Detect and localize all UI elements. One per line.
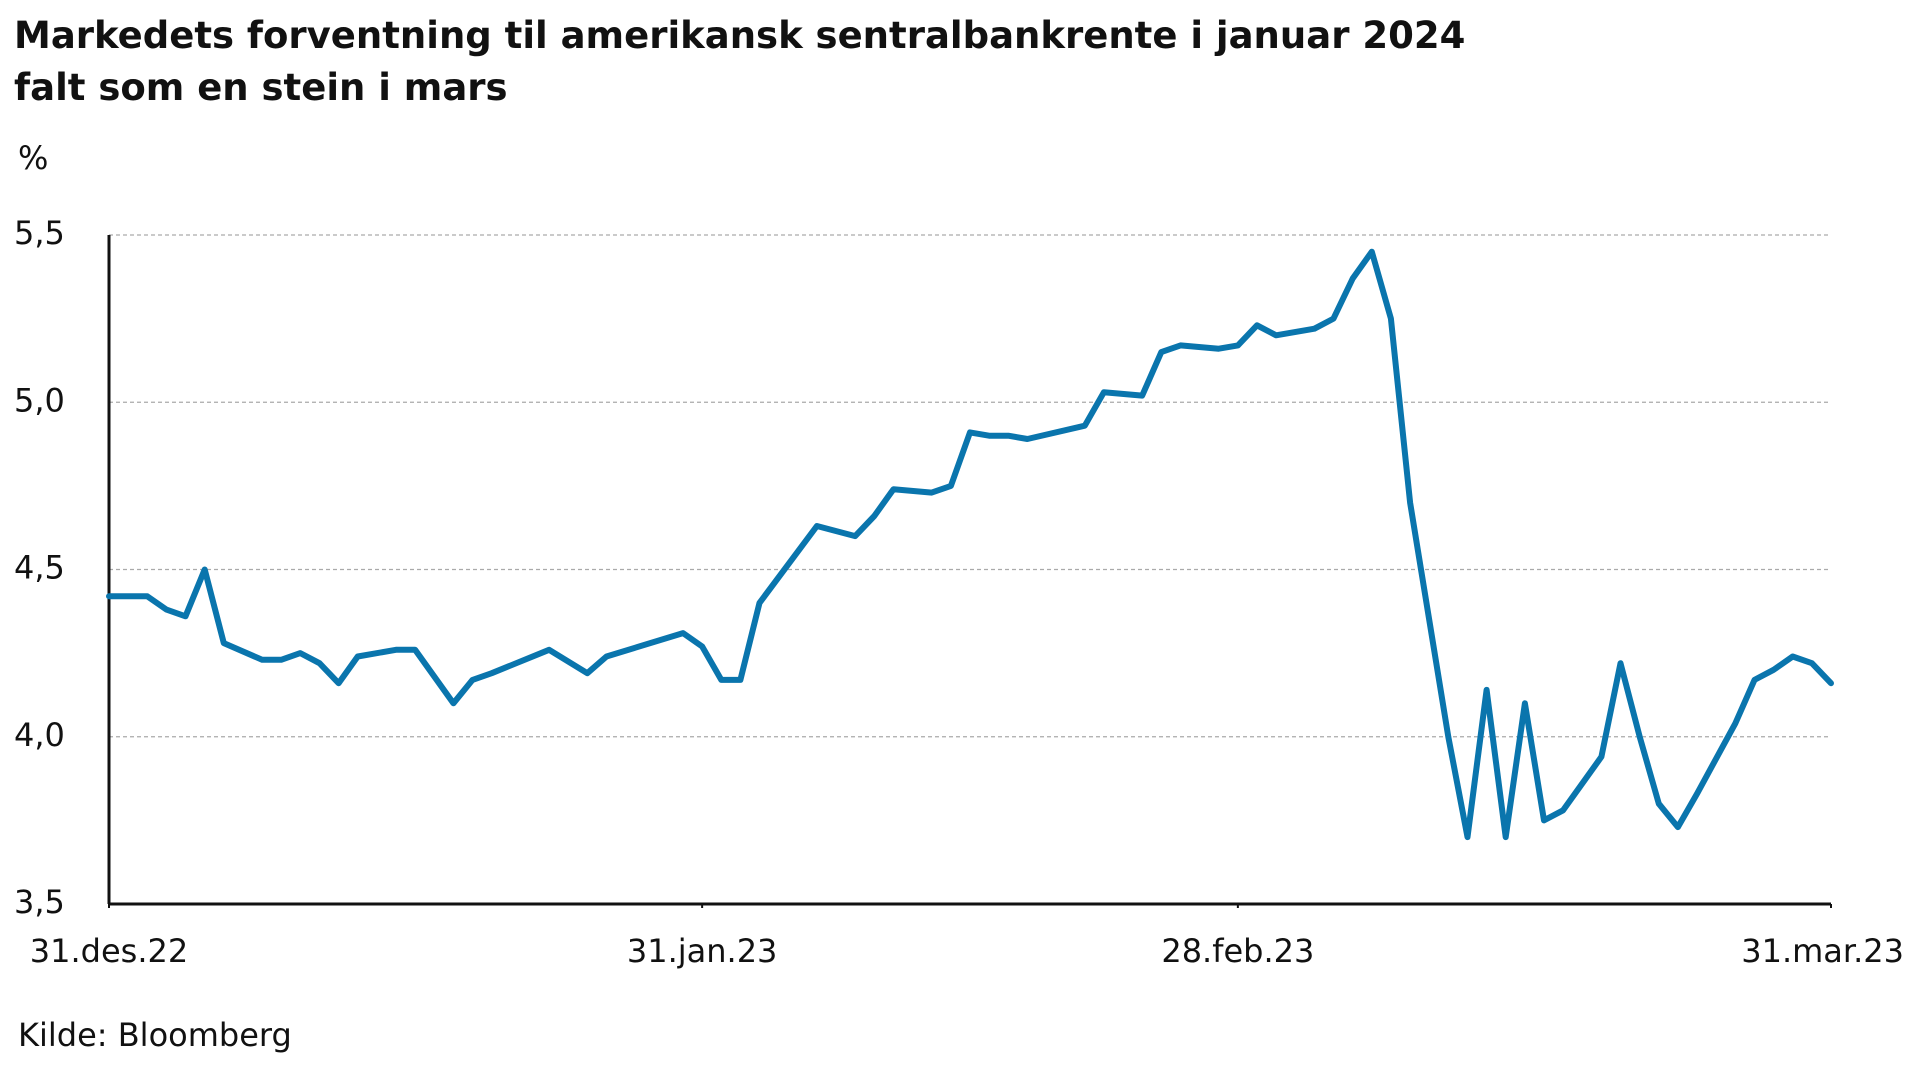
y-tick-label: 4,0	[14, 716, 65, 754]
y-axis-label: %	[18, 139, 48, 177]
y-tick-label: 5,5	[14, 214, 65, 252]
y-tick-label: 5,0	[14, 381, 65, 419]
line-series	[106, 248, 1834, 841]
chart-title: Markedets forventning til amerikansk sen…	[14, 14, 1466, 109]
x-tick-label: 31.mar.23	[1741, 932, 1904, 970]
source: Kilde: Bloomberg	[18, 1016, 292, 1054]
x-tick-label: 28.feb.23	[1161, 932, 1314, 970]
y-tick-label: 3,5	[14, 883, 65, 921]
y-tick-label: 4,5	[14, 549, 65, 587]
x-tick-label: 31.jan.23	[627, 932, 778, 970]
x-tick-label: 31.des.22	[30, 932, 188, 970]
